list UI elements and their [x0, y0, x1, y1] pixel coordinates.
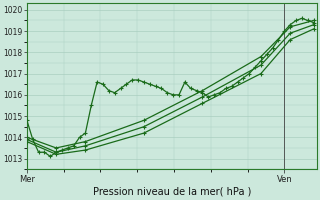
X-axis label: Pression niveau de la mer( hPa ): Pression niveau de la mer( hPa )	[92, 187, 251, 197]
